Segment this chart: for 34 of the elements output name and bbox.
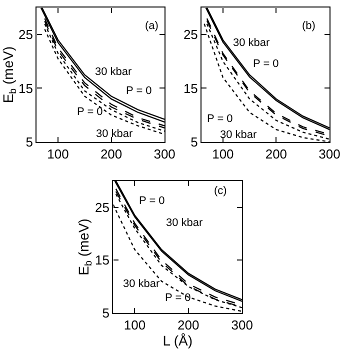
y-tick-label: 5 (190, 134, 198, 150)
annotation: P = 0 (165, 292, 191, 304)
y-tick-label: 25 (95, 200, 110, 215)
annotation: 30 kbar (95, 66, 132, 78)
x-tick-label: 200 (100, 146, 122, 162)
annotation: (a) (145, 20, 158, 32)
y-tick-label: 25 (18, 27, 34, 42)
y-tick-label: 15 (183, 80, 198, 96)
x-tick-label: 300 (318, 146, 340, 162)
annotation: P = 0 (126, 85, 152, 97)
x-tick-label: 200 (178, 318, 200, 333)
annotation: P = 0 (253, 58, 279, 70)
x-tick-label: 300 (154, 146, 176, 162)
x-tick-label: 100 (47, 146, 69, 162)
y-tick-label: 5 (26, 134, 34, 150)
x-axis-title: L (Å) (162, 332, 193, 349)
x-tick-label: 100 (212, 146, 234, 162)
annotation: (b) (302, 20, 316, 32)
annotation: P = 0 (139, 195, 165, 207)
annotation: 30 kbar (220, 129, 258, 141)
annotation: P = 0 (207, 113, 233, 125)
y-tick-label: 15 (18, 80, 34, 96)
y-tick-label: 5 (102, 305, 110, 320)
annotation: P = 0 (77, 106, 103, 118)
x-tick-label: 100 (124, 318, 146, 333)
annotation: 30 kbar (166, 217, 204, 229)
y-tick-label: 15 (95, 252, 110, 268)
annotation: 30 kbar (123, 278, 160, 290)
y-tick-label: 25 (183, 27, 198, 42)
x-tick-label: 200 (265, 146, 288, 162)
annotation: (c) (214, 185, 227, 197)
annotation: 30 kbar (96, 128, 134, 140)
x-tick-label: 300 (231, 318, 253, 333)
annotation: 30 kbar (233, 37, 270, 49)
